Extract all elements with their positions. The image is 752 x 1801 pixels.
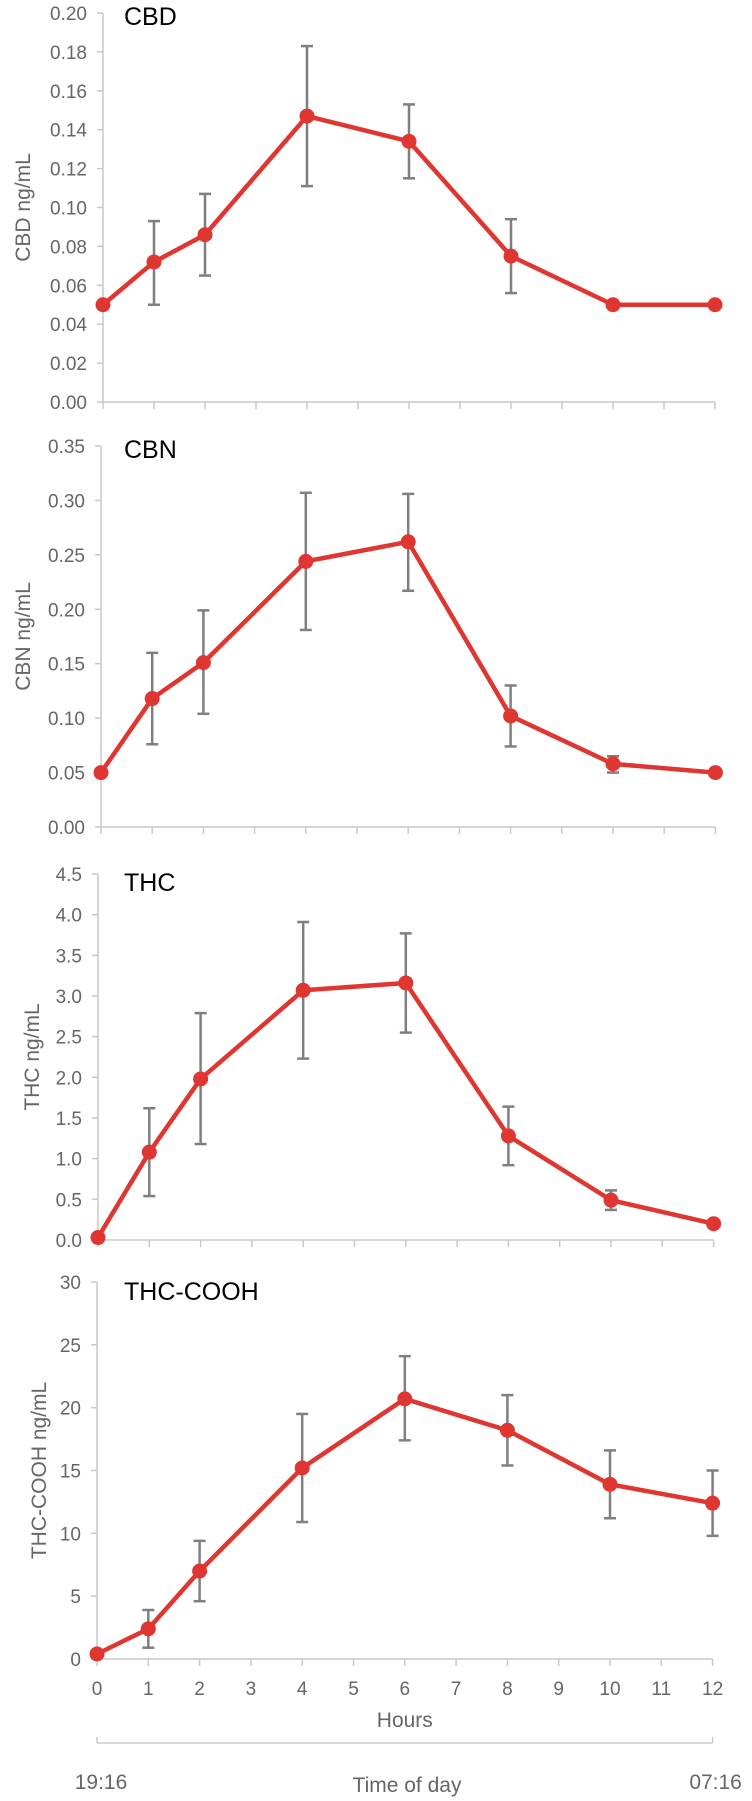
thc-y-tick-label: 2.5 <box>56 1028 82 1049</box>
time-axis-title: Time of day <box>353 1774 462 1797</box>
thc-cooh-data-point <box>294 1460 310 1476</box>
time-start-label: 19:16 <box>75 1771 128 1794</box>
cbd-y-tick-label: 0.10 <box>50 199 87 220</box>
cbn-y-tick-label: 0.20 <box>48 600 85 621</box>
cbn-y-tick-label: 0.15 <box>48 655 85 676</box>
thc-cooh-panel-title: THC-COOH <box>124 1278 259 1306</box>
cbd-y-tick-label: 0.08 <box>50 237 87 258</box>
cbn-y-tick-label: 0.35 <box>48 437 85 458</box>
x-tick-label: 9 <box>553 1679 564 1700</box>
thc-cooh-data-point <box>192 1563 208 1579</box>
x-tick-label: 7 <box>451 1679 462 1700</box>
x-tick-label: 5 <box>348 1679 359 1700</box>
thc-cooh-y-tick-label: 20 <box>60 1399 81 1420</box>
x-axis-title: Hours <box>377 1709 433 1732</box>
thc-y-tick-label: 3.0 <box>56 987 82 1008</box>
cbn-y-tick-label: 0.05 <box>48 764 85 785</box>
thc-cooh-series-line <box>96 1396 714 1656</box>
cbn-data-point <box>298 553 314 569</box>
thc-cooh-y-axis-title: THC-COOH ng/mL <box>28 1382 51 1559</box>
cbd-data-point <box>299 108 315 124</box>
cbd-y-tick-label: 0.16 <box>50 82 87 103</box>
cbd-y-tick-label: 0.20 <box>50 4 87 25</box>
thc-y-tick-label: 4.0 <box>56 906 82 927</box>
thc-data-point <box>706 1216 722 1232</box>
thc-y-tick-label: 0.5 <box>56 1190 82 1211</box>
cbd-y-tick-label: 0.18 <box>50 43 87 64</box>
cbn-y-tick-label: 0.25 <box>48 546 85 567</box>
cbn-y-tick-label: 0.30 <box>48 491 85 512</box>
thc-y-tick-label: 1.5 <box>56 1109 82 1130</box>
x-tick-label: 11 <box>651 1679 671 1700</box>
cbn-y-tick-label: 0.00 <box>48 818 85 839</box>
cbd-y-tick-label: 0.02 <box>50 354 87 375</box>
thc-cooh-y-tick-label: 15 <box>60 1462 81 1483</box>
x-tick-label: 0 <box>92 1679 103 1700</box>
thc-data-point <box>398 975 414 991</box>
cbd-y-tick-label: 0.04 <box>50 315 87 336</box>
cbd-y-tick-label: 0.14 <box>50 121 87 142</box>
thc-y-axis-title: THC ng/mL <box>21 1003 44 1110</box>
thc-y-tick-label: 2.0 <box>56 1068 82 1089</box>
cbd-data-point <box>95 297 111 313</box>
cbd-y-tick-label: 0.12 <box>50 160 87 181</box>
thc-cooh-y-tick-label: 0 <box>70 1650 81 1671</box>
cbd-data-point <box>197 227 213 243</box>
x-tick-label: 12 <box>702 1679 723 1700</box>
thc-cooh-y-tick-label: 30 <box>60 1273 81 1294</box>
time-end-label: 07:16 <box>689 1771 742 1794</box>
cbn-data-point <box>195 655 211 671</box>
cbd-panel-title: CBD <box>124 3 177 31</box>
cbn-data-point <box>93 765 109 781</box>
thc-panel-title: THC <box>124 869 175 897</box>
cbd-y-axis-title: CBD ng/mL <box>12 153 35 262</box>
thc-cooh-data-point <box>89 1646 105 1662</box>
thc-cooh-y-tick-label: 5 <box>70 1587 81 1608</box>
thc-cooh-data-point <box>140 1621 156 1637</box>
thc-data-point <box>295 982 311 998</box>
cbd-series-line <box>101 113 715 307</box>
x-tick-label: 3 <box>246 1679 257 1700</box>
thc-cooh-data-point <box>705 1495 721 1511</box>
cbn-y-axis-title: CBN ng/mL <box>12 582 35 691</box>
thc-cooh-data-point <box>397 1391 413 1407</box>
cbd-data-point <box>146 254 162 270</box>
x-tick-label: 1 <box>143 1679 154 1700</box>
thc-y-tick-label: 1.0 <box>56 1150 82 1171</box>
thc-data-point <box>90 1230 106 1246</box>
thc-y-tick-label: 4.5 <box>56 865 82 886</box>
thc-data-point <box>500 1128 516 1144</box>
cbd-data-point <box>707 297 723 313</box>
thc-data-point <box>193 1071 209 1087</box>
cbd-data-point <box>401 133 417 149</box>
cbn-y-tick-label: 0.10 <box>48 709 85 730</box>
x-tick-label: 6 <box>400 1679 411 1700</box>
thc-y-tick-label: 3.5 <box>56 946 82 967</box>
thc-cooh-data-point <box>499 1422 515 1438</box>
cbn-panel-title: CBN <box>124 436 177 464</box>
thc-y-tick-label: 0.0 <box>56 1231 82 1252</box>
cbd-y-tick-label: 0.00 <box>50 393 87 414</box>
cbn-data-point <box>144 691 160 707</box>
thc-data-point <box>141 1144 157 1160</box>
thc-cooh-y-tick-label: 10 <box>60 1524 81 1545</box>
thc-cooh-y-tick-label: 25 <box>60 1336 81 1357</box>
cbn-data-point <box>400 534 416 550</box>
thc-series-line <box>96 980 715 1239</box>
thc-cooh-data-point <box>602 1476 618 1492</box>
cbn-data-point <box>707 765 723 781</box>
x-tick-label: 2 <box>194 1679 205 1700</box>
thc-data-point <box>603 1192 619 1208</box>
cbn-series-line <box>99 539 716 775</box>
x-tick-label: 10 <box>599 1679 620 1700</box>
cbd-y-tick-label: 0.06 <box>50 276 87 297</box>
cbn-data-point <box>503 708 519 724</box>
x-tick-label: 4 <box>297 1679 308 1700</box>
cbn-data-point <box>605 756 621 772</box>
cbd-data-point <box>605 297 621 313</box>
cbd-data-point <box>503 248 519 264</box>
x-tick-label: 8 <box>502 1679 513 1700</box>
